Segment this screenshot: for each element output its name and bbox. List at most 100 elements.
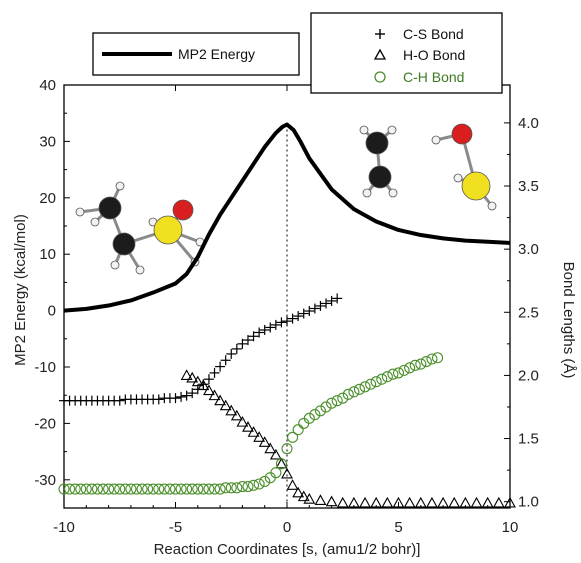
hydrogen-atom bbox=[388, 188, 398, 198]
ch-bond-point bbox=[186, 483, 198, 495]
cs-bond-point bbox=[187, 388, 198, 399]
ho-bond-point bbox=[403, 496, 416, 508]
ch-bond-point bbox=[370, 376, 382, 388]
y-right-tick-label: 4.0 bbox=[518, 115, 539, 132]
carbon-atom bbox=[368, 165, 392, 189]
ho-bond-point bbox=[414, 496, 427, 508]
cs-bond-point bbox=[304, 306, 315, 317]
ch-bond-point bbox=[404, 362, 416, 374]
ch-bond-point bbox=[309, 409, 321, 421]
ch-bond-point bbox=[91, 483, 103, 495]
y-left-axis-label: MP2 Energy (kcal/mol) bbox=[12, 214, 29, 366]
ch-bond-point bbox=[147, 483, 159, 495]
ch-bond-point bbox=[320, 401, 332, 413]
cs-bond-point bbox=[170, 393, 181, 404]
legend-ch-marker bbox=[374, 71, 386, 83]
ch-bond-point bbox=[236, 480, 248, 493]
cs-bond-point bbox=[276, 317, 287, 328]
cs-bond-point bbox=[254, 327, 265, 338]
ho-bond-point bbox=[191, 375, 204, 387]
sulfur-atom bbox=[461, 171, 491, 201]
axes: -10 -5 0 5 10 -30 -20 -10 0 10 20 30 40 1.0 1.5 2.0 2.5 3… bbox=[34, 77, 539, 536]
ho-bond-point bbox=[481, 496, 494, 508]
hydrogen-atom bbox=[115, 181, 125, 191]
oxygen-atom bbox=[451, 123, 473, 145]
cs-bond-point bbox=[293, 311, 304, 322]
y-left-tick-label: 30 bbox=[39, 133, 56, 150]
ch-bond-point bbox=[331, 395, 343, 407]
ch-bond-point bbox=[248, 479, 260, 491]
series-energy-line bbox=[63, 122, 511, 313]
cs-bond-point bbox=[231, 343, 242, 354]
cs-bond-point bbox=[326, 295, 337, 306]
hydrogen-atom bbox=[431, 135, 441, 145]
ch-bond-point bbox=[114, 483, 126, 495]
ch-bond-point bbox=[158, 483, 170, 495]
ho-bond-point bbox=[281, 467, 293, 479]
cs-bond-point bbox=[332, 293, 343, 304]
ho-bond-point bbox=[359, 496, 371, 508]
ho-bond-point bbox=[275, 457, 288, 469]
cs-bond-point bbox=[265, 322, 276, 333]
carbon-atom bbox=[98, 196, 122, 220]
x-tick-label: -10 bbox=[53, 519, 75, 536]
cs-bond-point bbox=[226, 348, 237, 359]
ch-bond-point bbox=[398, 364, 410, 376]
cs-bond-point bbox=[114, 395, 125, 406]
legend-energy-label: MP2 Energy bbox=[178, 46, 255, 62]
hydrogen-atom bbox=[487, 201, 497, 211]
hydrogen-atom bbox=[90, 217, 100, 227]
sulfur-atom bbox=[153, 215, 183, 245]
hydrogen-atom bbox=[453, 173, 463, 183]
cs-bond-point bbox=[298, 308, 309, 319]
ho-bond-point bbox=[470, 496, 483, 508]
y-right-tick-label: 2.5 bbox=[518, 304, 539, 321]
carbon-atom bbox=[365, 131, 389, 155]
ho-bond-point bbox=[242, 421, 254, 432]
legend-ho-marker bbox=[373, 48, 387, 60]
ho-bond-point bbox=[347, 496, 360, 508]
cs-bond-point bbox=[282, 316, 292, 327]
ch-bond-point bbox=[64, 483, 76, 495]
ch-bond-point bbox=[381, 371, 393, 383]
ch-bond-point bbox=[97, 483, 109, 495]
y-left-tick-label: 10 bbox=[39, 246, 56, 263]
ho-bond-point bbox=[208, 389, 221, 401]
cs-bond-point bbox=[242, 335, 253, 346]
ch-bond-point bbox=[203, 483, 215, 495]
ch-bond-point bbox=[342, 388, 354, 400]
ch-bond-point bbox=[281, 443, 293, 455]
ch-bond-point bbox=[103, 483, 115, 495]
ch-bond-point bbox=[409, 359, 421, 371]
ho-bond-point bbox=[269, 448, 282, 460]
ch-bond-point bbox=[326, 397, 338, 409]
ch-bond-point bbox=[153, 483, 165, 495]
ch-bond-point bbox=[259, 475, 271, 488]
molecule-product-1 bbox=[359, 125, 398, 198]
ho-bond-point bbox=[247, 426, 260, 437]
cs-bond-point bbox=[259, 324, 270, 335]
ch-bond-point bbox=[275, 458, 287, 470]
y-left-tick-label: -20 bbox=[34, 415, 56, 432]
cs-bond-point bbox=[321, 298, 332, 309]
legend-ch-label: C-H Bond bbox=[403, 69, 464, 85]
ch-bond-point bbox=[231, 482, 243, 494]
y-right-axis-label: Bond Lengths (Å) bbox=[560, 262, 577, 379]
x-tick-label: 0 bbox=[283, 519, 291, 536]
hydrogen-atom bbox=[387, 125, 397, 135]
ch-bond-point bbox=[119, 483, 131, 495]
ho-bond-point bbox=[230, 409, 243, 421]
ho-bond-point bbox=[225, 404, 238, 416]
ho-bond-point bbox=[292, 486, 305, 498]
hydrogen-atom bbox=[359, 125, 369, 135]
ho-bond-point bbox=[381, 496, 394, 508]
ch-bond-point bbox=[292, 424, 304, 436]
ch-bond-point bbox=[108, 483, 120, 495]
y-right-tick-label: 1.0 bbox=[518, 494, 539, 511]
hydrogen-atom bbox=[135, 265, 145, 275]
cs-bond-point bbox=[181, 390, 192, 401]
y-left-tick-label: 0 bbox=[48, 303, 56, 320]
y-right-tick-label: 3.0 bbox=[518, 241, 539, 258]
y-right-tick-label: 3.5 bbox=[518, 178, 539, 195]
y-left-tick-label: -10 bbox=[34, 359, 56, 376]
